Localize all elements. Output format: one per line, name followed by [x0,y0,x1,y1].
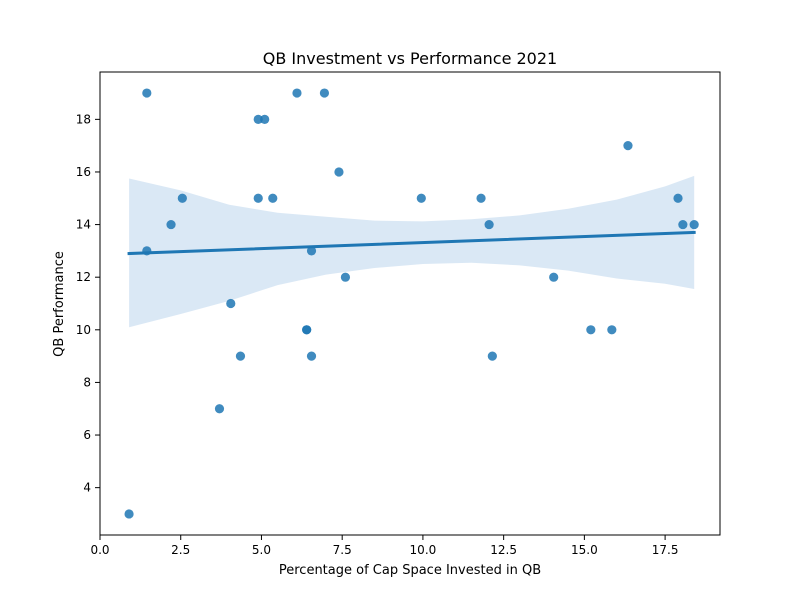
data-point [586,325,596,335]
data-point [340,272,351,282]
x-tick-label: 10.0 [410,543,437,557]
data-point [302,325,312,335]
data-point [142,246,152,256]
x-tick-label: 5.0 [252,543,271,557]
regression-line-layer [127,230,696,256]
x-tick-label: 12.5 [490,543,517,557]
data-point [253,114,263,124]
y-tick-label: 10 [76,323,91,337]
data-point [306,351,317,361]
data-point [124,509,134,519]
data-point [689,219,699,230]
data-points-layer [124,88,699,519]
data-point [334,167,344,177]
data-point [235,351,246,361]
confidence-band-layer [129,175,695,328]
data-point [623,141,633,151]
x-tick-label: 0.0 [90,543,109,557]
data-point [214,404,225,414]
data-point [142,88,152,98]
data-point [549,272,559,282]
y-tick-label: 18 [76,112,91,126]
data-point [292,88,302,98]
data-point [319,88,330,98]
data-point [166,219,176,230]
y-axis-ticks: 4 6 8 10 12 14 16 18 [76,112,100,495]
confidence-band [129,175,695,328]
chart-title: QB Investment vs Performance 2021 [263,49,557,68]
data-point [476,193,486,203]
data-point [177,193,187,203]
y-axis-label: QB Performance [52,251,67,357]
data-point [484,219,494,230]
x-tick-label: 2.5 [171,543,190,557]
data-point [607,325,617,335]
data-point [416,193,426,203]
y-tick-label: 8 [83,375,91,389]
y-tick-label: 4 [83,481,91,495]
data-point [226,298,236,309]
y-tick-label: 6 [83,428,91,442]
y-tick-label: 12 [76,270,91,284]
plot-frame [99,71,721,536]
y-tick-label: 16 [76,165,91,179]
x-tick-label: 15.0 [571,543,598,557]
x-tick-label: 7.5 [333,543,352,557]
regression-line [127,230,696,256]
data-point [487,351,497,361]
data-point [260,114,270,124]
x-axis-label: Percentage of Cap Space Invested in QB [279,563,541,578]
x-axis-ticks: 0.0 2.5 5.0 7.5 10.0 12.5 15.0 17.5 [90,535,678,557]
data-point [678,219,688,230]
data-point [306,246,317,256]
data-point [268,193,278,203]
y-tick-label: 14 [76,218,91,232]
data-point [673,193,683,203]
x-tick-label: 17.5 [652,543,679,557]
data-point [253,193,263,203]
